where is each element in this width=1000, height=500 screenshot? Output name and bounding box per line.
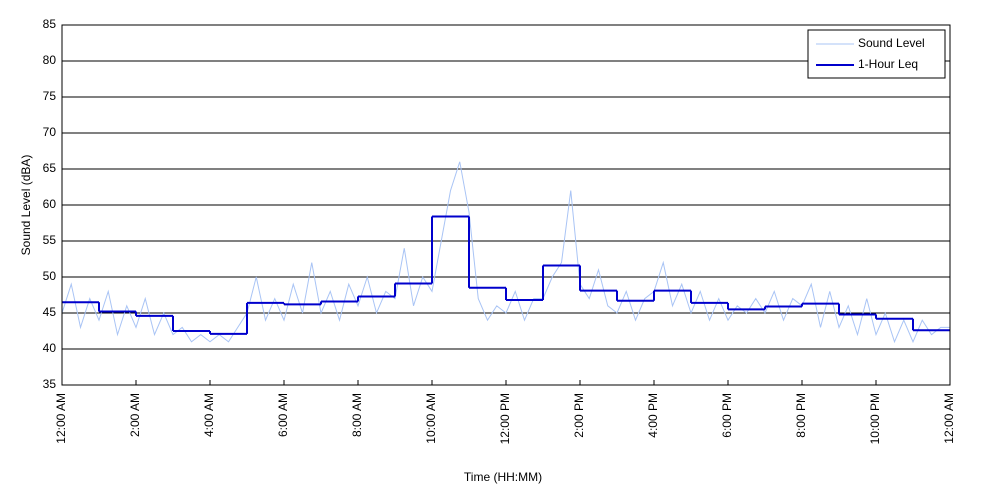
legend-box: [807, 29, 946, 79]
y-tick-label: 55: [43, 233, 57, 247]
x-tick-label: 10:00 AM: [424, 393, 438, 444]
x-tick-label: 4:00 AM: [202, 393, 216, 437]
y-tick-label: 40: [43, 341, 57, 355]
legend-label: Sound Level: [858, 36, 925, 50]
y-tick-label: 85: [43, 17, 57, 31]
plot-frame: [61, 24, 951, 386]
x-tick-label: 12:00 AM: [54, 393, 68, 444]
x-tick-label: 6:00 PM: [720, 393, 734, 438]
y-tick-label: 65: [43, 161, 57, 175]
y-tick-label: 35: [43, 377, 57, 391]
y-tick-label: 50: [43, 269, 57, 283]
x-tick-label: 2:00 PM: [572, 393, 586, 438]
x-tick-label: 8:00 AM: [350, 393, 364, 437]
x-axis-label: Time (HH:MM): [464, 470, 542, 484]
x-tick-label: 12:00 PM: [498, 393, 512, 444]
y-tick-label: 80: [43, 53, 57, 67]
x-tick-label: 8:00 PM: [794, 393, 808, 438]
x-tick-label: 12:00 AM: [942, 393, 956, 444]
x-tick-label: 2:00 AM: [128, 393, 142, 437]
x-tick-label: 6:00 AM: [276, 393, 290, 437]
y-tick-label: 70: [43, 125, 57, 139]
y-tick-label: 60: [43, 197, 57, 211]
legend-label: 1-Hour Leq: [858, 57, 918, 71]
y-tick-label: 75: [43, 89, 57, 103]
x-tick-label: 4:00 PM: [646, 393, 660, 438]
y-axis-label: Sound Level (dBA): [19, 155, 33, 256]
x-tick-label: 10:00 PM: [868, 393, 882, 444]
y-tick-label: 45: [43, 305, 57, 319]
